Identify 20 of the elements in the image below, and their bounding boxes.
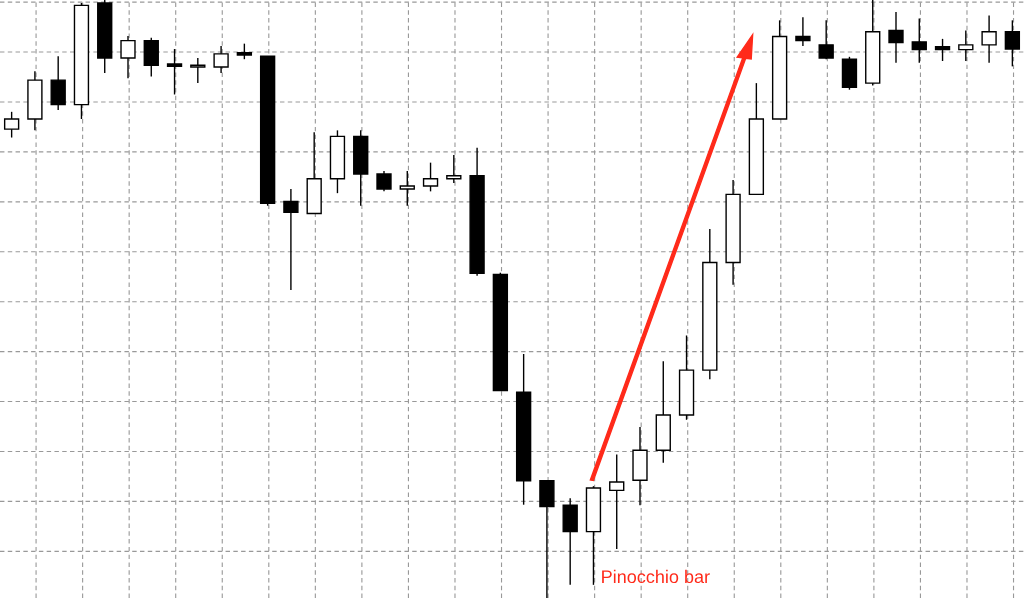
candlestick — [958, 29, 974, 62]
candlestick — [376, 170, 392, 193]
candlestick — [888, 11, 904, 64]
candlestick — [911, 17, 927, 64]
candlestick — [190, 57, 206, 84]
candlestick — [446, 154, 462, 184]
candlestick — [818, 19, 834, 60]
candlestick — [166, 48, 183, 96]
candlestick — [795, 16, 811, 47]
candlestick — [934, 38, 951, 62]
candlestick — [3, 111, 20, 139]
candlestick — [283, 188, 299, 291]
candlestick — [981, 14, 997, 64]
candlestick — [422, 161, 439, 193]
candlestick — [609, 453, 625, 550]
candlestick — [1004, 19, 1021, 68]
candlestick — [399, 170, 415, 207]
candlestick — [213, 45, 229, 74]
annotation: Pinocchio bar — [602, 569, 710, 584]
candlestick — [120, 35, 136, 80]
